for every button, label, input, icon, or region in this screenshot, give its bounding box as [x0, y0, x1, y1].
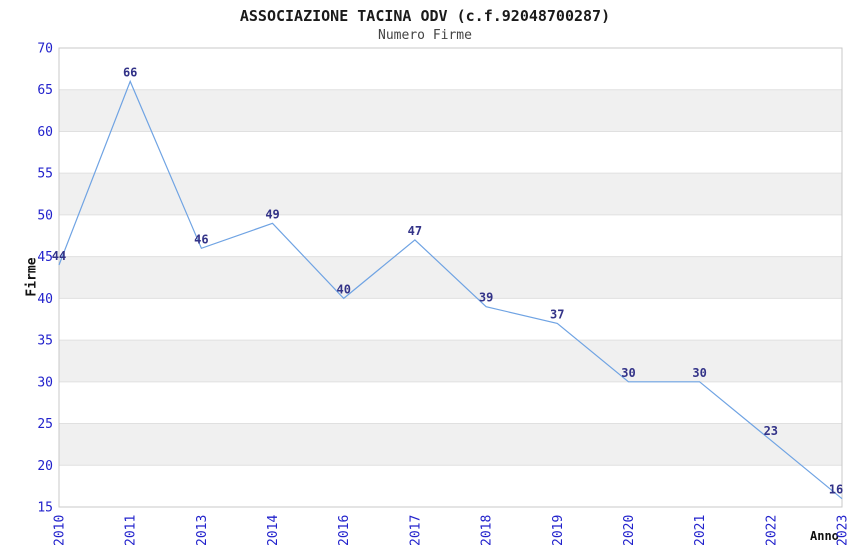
data-line: [58, 79, 843, 500]
data-point-label: 39: [479, 291, 493, 305]
x-tick-label: 2014: [266, 515, 281, 546]
y-tick-label: 70: [37, 42, 53, 57]
data-point-label: 30: [621, 366, 635, 380]
x-tick-label: 2013: [195, 515, 210, 546]
data-point-label: 30: [692, 366, 706, 380]
grid-band: [59, 89, 842, 132]
x-tick-label: 2018: [480, 515, 495, 546]
y-tick-label: 25: [37, 417, 53, 432]
x-tick-label: 2019: [551, 515, 566, 546]
y-tick-label: 20: [37, 459, 53, 474]
y-tick-label: 15: [37, 501, 53, 516]
y-tick-label: 65: [37, 83, 53, 98]
x-tick-label: 2016: [337, 515, 352, 546]
grid-band: [59, 256, 842, 299]
y-tick-label: 40: [37, 292, 53, 307]
data-point-label: 37: [550, 307, 564, 321]
grid-band: [59, 173, 842, 215]
chart-title: ASSOCIAZIONE TACINA ODV (c.f.92048700287…: [239, 7, 611, 25]
y-tick-label: 60: [37, 125, 53, 140]
x-tick-label: 2017: [408, 515, 423, 546]
x-tick-label: 2022: [764, 515, 779, 546]
y-tick-label: 30: [37, 375, 53, 390]
data-point-label: 44: [52, 249, 66, 263]
data-point-label: 16: [829, 483, 843, 497]
data-point-label: 40: [337, 282, 351, 296]
x-tick-label: 2011: [124, 515, 139, 546]
plot-border: [58, 47, 843, 508]
chart-subtitle: Numero Firme: [378, 28, 472, 43]
data-point-label: 49: [265, 207, 279, 221]
y-tick-label: 45: [37, 250, 53, 265]
data-point-label: 47: [408, 224, 422, 238]
data-point-label: 23: [764, 424, 778, 438]
y-tick-label: 55: [37, 167, 53, 182]
x-tick-label: 2010: [53, 515, 68, 546]
x-axis-title: Anno: [810, 529, 839, 543]
y-tick-label: 35: [37, 334, 53, 349]
grid-band: [59, 340, 842, 382]
x-tick-label: 2023: [836, 515, 850, 546]
data-point-label: 66: [123, 65, 137, 79]
x-tick-label: 2021: [693, 515, 708, 546]
y-tick-label: 50: [37, 208, 53, 223]
grid-band: [59, 423, 842, 466]
data-point-label: 46: [194, 232, 208, 246]
x-tick-label: 2020: [622, 515, 637, 546]
